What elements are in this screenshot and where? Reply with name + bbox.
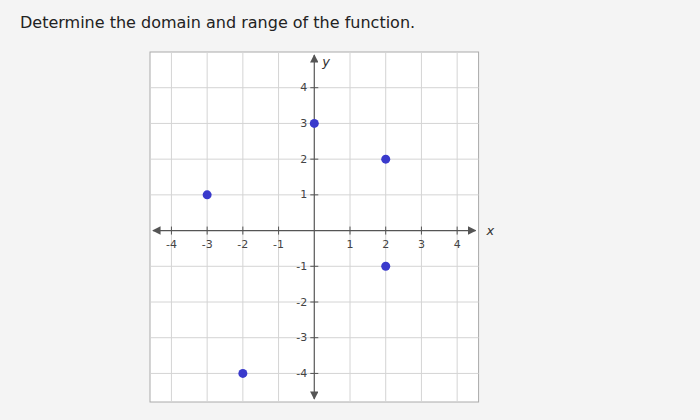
point: [381, 262, 390, 271]
x-tick-label: 4: [454, 238, 461, 251]
y-tick-label: -1: [296, 260, 307, 273]
title: Determine the domain and range of the fu…: [20, 13, 415, 32]
grid-line: [207, 52, 208, 402]
grid-line: [385, 52, 386, 402]
x-tick: [278, 227, 279, 235]
x-tick-label: -4: [166, 238, 177, 251]
y-tick: [310, 87, 318, 88]
points: [203, 119, 391, 378]
x-tick-label: 1: [347, 238, 354, 251]
x-tick: [242, 227, 243, 235]
grid-line: [150, 373, 479, 374]
point: [238, 369, 247, 378]
y-tick: [310, 194, 318, 195]
x-tick: [350, 227, 351, 235]
x-tick-label: -2: [237, 238, 248, 251]
y-tick-label: 2: [300, 153, 307, 166]
grid: [150, 52, 479, 402]
y-tick-label: 1: [300, 188, 307, 201]
point: [203, 190, 212, 199]
x-tick: [207, 227, 208, 235]
x-tick: [385, 227, 386, 235]
y-axis-label: y: [321, 54, 330, 69]
grid-line: [278, 52, 279, 402]
y-tick: [310, 337, 318, 338]
grid-line: [150, 87, 479, 88]
y-tick-label: -4: [296, 367, 307, 380]
y-axis: [314, 55, 315, 399]
x-tick: [171, 227, 172, 235]
grid-line: [242, 52, 243, 402]
grid-line: [171, 52, 172, 402]
y-tick-label: 4: [300, 81, 307, 94]
grid-line: [421, 52, 422, 402]
x-tick-label: -3: [202, 238, 213, 251]
y-tick-label: 3: [300, 117, 307, 130]
point: [310, 119, 319, 128]
y-tick-label: -3: [296, 331, 307, 344]
y-tick: [310, 159, 318, 160]
x-axis-label: x: [486, 223, 495, 238]
y-tick: [310, 266, 318, 267]
x-tick: [421, 227, 422, 235]
grid-line: [150, 159, 479, 160]
grid-line: [150, 266, 479, 267]
x-tick: [457, 227, 458, 235]
grid-line: [457, 52, 458, 402]
grid-line: [150, 337, 479, 338]
grid-line: [150, 302, 479, 303]
chart: Determine the domain and range of the fu…: [0, 0, 700, 420]
x-tick-label: 3: [418, 238, 425, 251]
point: [381, 155, 390, 164]
grid-line: [150, 194, 479, 195]
x-tick-label: 2: [382, 238, 389, 251]
plot-frame: [150, 52, 479, 402]
y-tick: [310, 373, 318, 374]
x-tick-label: -1: [273, 238, 284, 251]
grid-line: [350, 52, 351, 402]
chart-container: Determine the domain and range of the fu…: [0, 0, 700, 420]
y-tick-label: -2: [296, 296, 307, 309]
y-tick: [310, 302, 318, 303]
